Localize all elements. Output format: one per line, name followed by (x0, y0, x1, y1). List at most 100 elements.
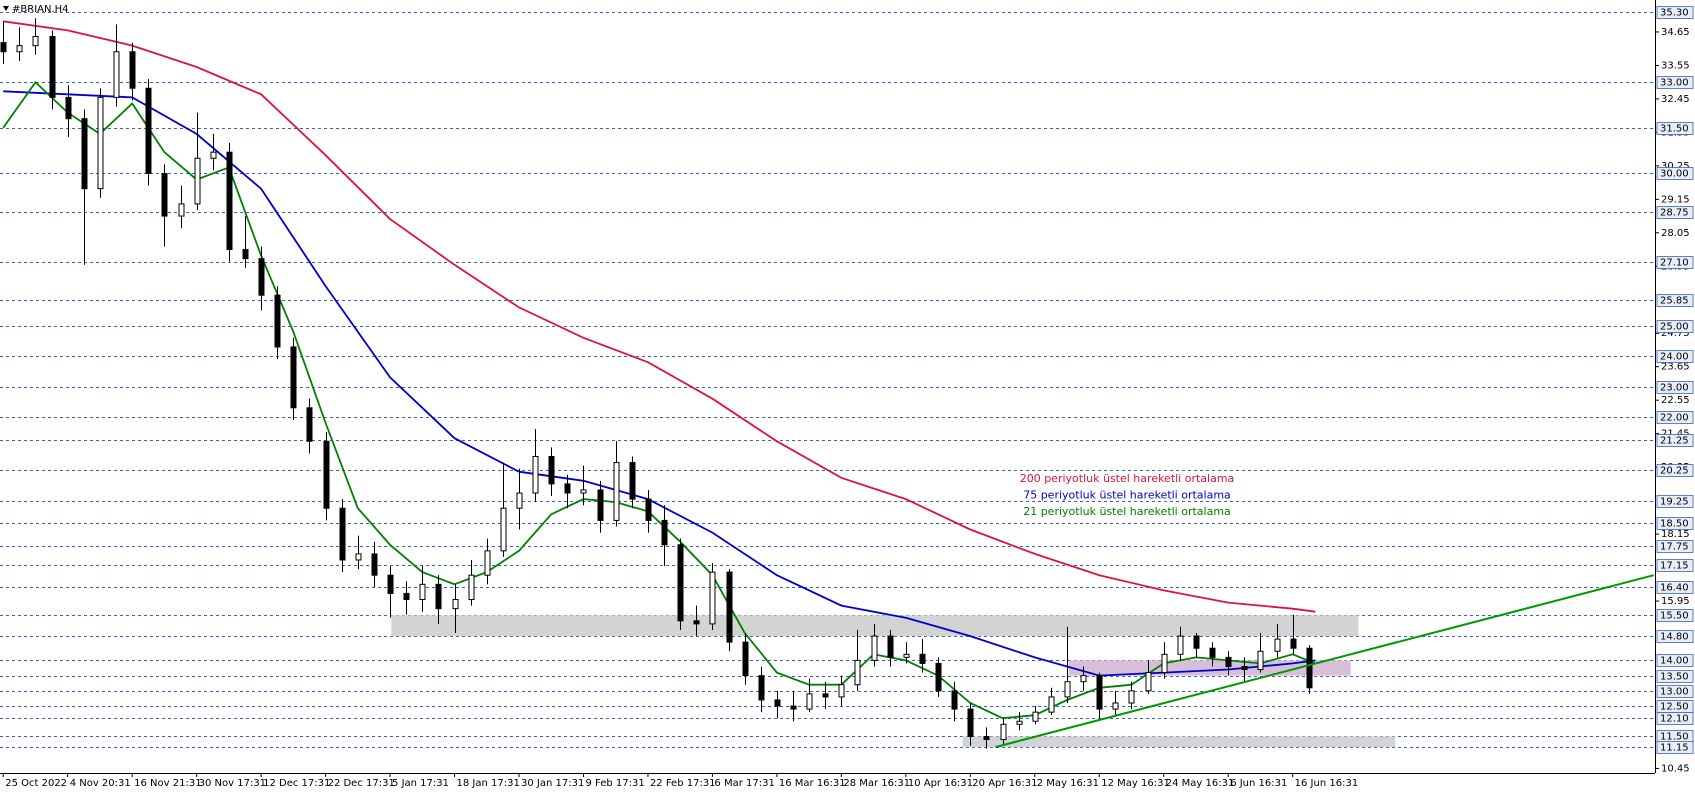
candle-body (500, 507, 507, 552)
candle-body (1000, 723, 1007, 741)
y-tick-label: 18.15 (1661, 529, 1690, 540)
candle-body (1016, 720, 1023, 725)
x-tick-label: 18 Jan 17:31 (457, 778, 520, 789)
candle-body (903, 653, 910, 658)
candle-body (178, 203, 185, 217)
level-label-box (1656, 581, 1694, 594)
candle-body (81, 118, 88, 190)
candle-body (339, 507, 346, 561)
candle-body (838, 684, 845, 698)
level-label-box (1656, 350, 1694, 363)
candle-body (661, 519, 668, 546)
candle-body (532, 455, 539, 494)
level-label-box (1656, 712, 1694, 725)
x-tick-label: 24 May 16:31 (1166, 778, 1235, 789)
candle-body (822, 693, 829, 698)
symbol-icon (3, 6, 9, 11)
level-label-box (1656, 320, 1694, 333)
y-tick-label: 33.55 (1661, 60, 1690, 71)
candle-body (32, 36, 39, 47)
y-tick-label: 32.45 (1661, 94, 1690, 105)
candle-body (452, 599, 459, 610)
level-label-box (1656, 256, 1694, 269)
level-label: 14.80 (1660, 632, 1689, 643)
x-tick-label: 22 Feb 17:31 (650, 778, 716, 789)
level-label: 25.00 (1660, 322, 1689, 333)
candle-body (1064, 681, 1071, 698)
candle-body (645, 498, 652, 521)
level-label: 24.00 (1660, 352, 1689, 363)
level-label: 11.15 (1660, 743, 1689, 754)
level-label: 33.00 (1660, 78, 1689, 89)
level-label: 13.00 (1660, 687, 1689, 698)
candle-body (1161, 653, 1168, 674)
candle-body (919, 653, 926, 664)
candle-body (145, 87, 152, 174)
candle-body (323, 440, 330, 509)
candle-body (758, 675, 765, 701)
level-label-box (1656, 517, 1694, 530)
x-tick-label: 16 Jun 16:31 (1295, 778, 1359, 789)
y-tick-label: 23.65 (1661, 362, 1690, 373)
candle-body (1257, 650, 1264, 671)
level-label: 31.50 (1660, 124, 1689, 135)
legend-entry: 21 periyotluk üstel hareketli ortalama (1023, 505, 1231, 518)
y-tick-label: 15.95 (1661, 596, 1690, 607)
y-tick-label: 28.05 (1661, 228, 1690, 239)
candle-body (210, 151, 217, 159)
y-tick-label: 34.65 (1661, 27, 1690, 38)
candle-body (1096, 675, 1103, 710)
level-label-box (1656, 206, 1694, 219)
candle-body (435, 583, 442, 610)
level-label: 28.75 (1660, 208, 1689, 219)
candle-body (387, 574, 394, 594)
candle-body (806, 693, 813, 710)
x-tick-label: 12 May 16:31 (1101, 778, 1170, 789)
x-tick-label: 28 Mar 16:31 (843, 778, 910, 789)
x-tick-label: 16 Mar 16:31 (779, 778, 846, 789)
candle-body (1128, 690, 1135, 704)
level-label-box (1656, 434, 1694, 447)
level-label: 30.00 (1660, 169, 1689, 180)
candle-body (290, 346, 297, 409)
level-label: 17.75 (1660, 542, 1689, 553)
candle-body (274, 294, 281, 348)
candle-body (854, 659, 861, 686)
candle-body (65, 96, 72, 120)
level-label-box (1656, 630, 1694, 643)
y-tick-label: 22.55 (1661, 395, 1690, 406)
x-tick-label: 2 May 16:31 (1037, 778, 1099, 789)
candle-body (693, 620, 700, 625)
candle-body (887, 635, 894, 658)
candle-body (1080, 675, 1087, 683)
candle-body (726, 571, 733, 643)
candle-body (709, 571, 716, 625)
candle-body (967, 708, 974, 737)
candle-body (242, 249, 249, 260)
candle-body (1290, 638, 1297, 649)
candle-body (774, 699, 781, 707)
chart-title: #BRIAN.H4 (12, 4, 69, 15)
candle-body (194, 157, 201, 205)
candle-body (226, 151, 233, 251)
moving-average (3, 20, 1316, 613)
candle-body (1274, 638, 1281, 652)
candle-body (629, 462, 636, 500)
x-tick-label: 30 Nov 17:31 (199, 778, 266, 789)
level-label: 14.00 (1660, 656, 1689, 667)
candle-body (580, 489, 587, 494)
candle-body (419, 583, 426, 601)
candle-body (468, 574, 475, 601)
candle-body (355, 553, 362, 561)
candle-body (1241, 665, 1248, 671)
candle-body (790, 705, 797, 710)
level-label-box (1656, 654, 1694, 667)
level-label: 20.25 (1660, 466, 1689, 477)
candle-body (597, 489, 604, 521)
level-label: 19.25 (1660, 497, 1689, 508)
y-tick-label: 10.45 (1661, 763, 1690, 774)
x-tick-label: 4 Nov 20:31 (70, 778, 131, 789)
level-label-box (1656, 76, 1694, 89)
x-tick-label: 6 Mar 17:31 (714, 778, 774, 789)
